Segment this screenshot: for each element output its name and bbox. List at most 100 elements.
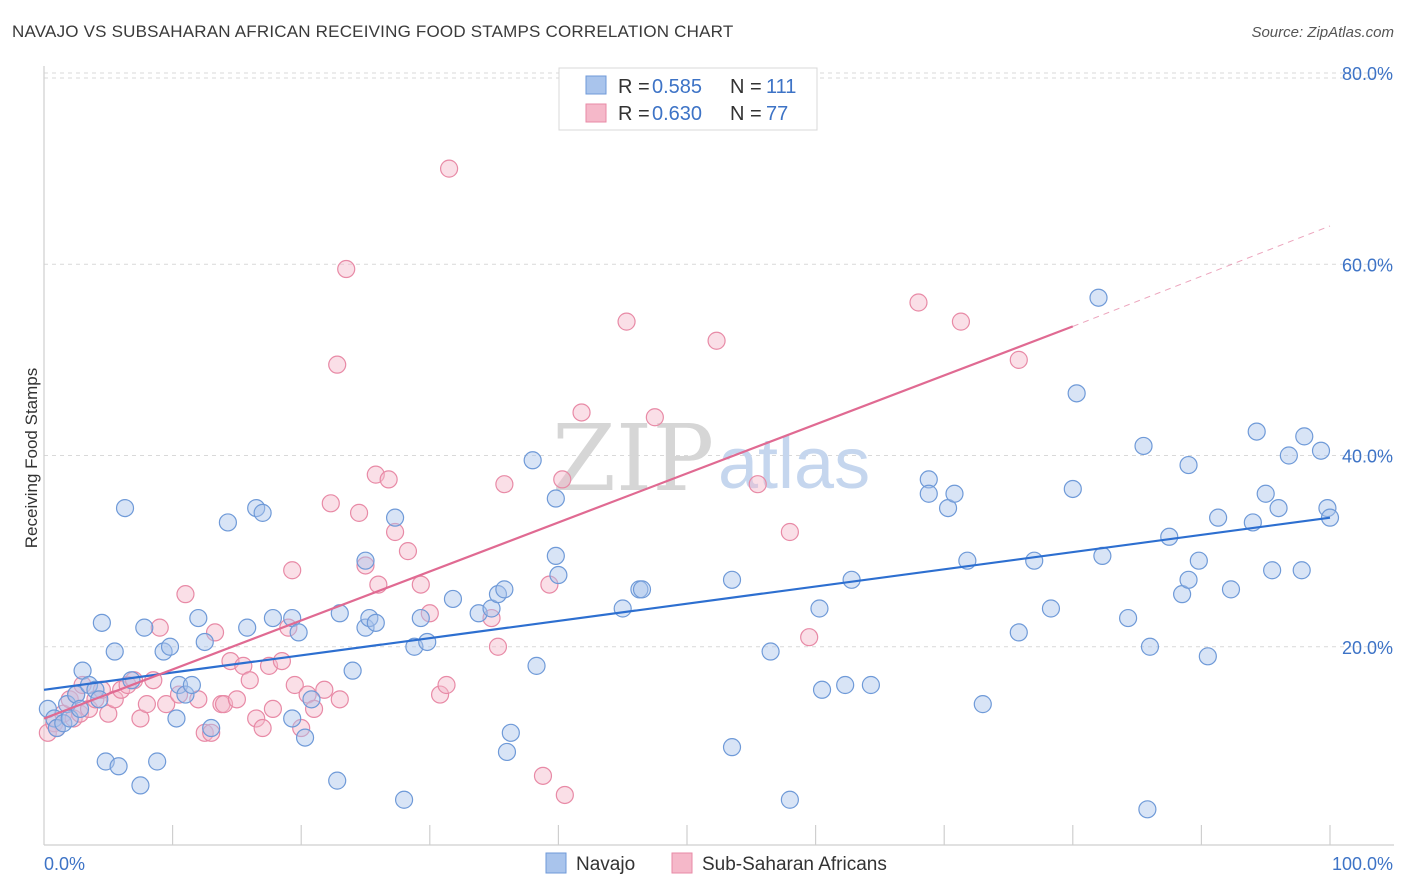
navajo-point (115, 498, 135, 518)
navajo-point (632, 580, 652, 599)
ssa-point (495, 475, 514, 494)
x-axis-ticks (172, 825, 1331, 845)
correlation-legend: R = 0.585 N = 111 R = 0.630 N = 77 (558, 67, 818, 131)
ssa-trend-line (43, 325, 1074, 720)
watermark-atlas: atlas (718, 424, 870, 504)
ssa-point (800, 628, 819, 647)
navajo-point (176, 685, 195, 704)
bottom-legend-navajo-swatch (545, 852, 567, 874)
ssa-point (430, 685, 450, 704)
ssa-point (157, 695, 176, 714)
ssa-point (748, 475, 767, 494)
navajo-point (356, 551, 375, 570)
ssa-point (337, 259, 356, 279)
navajo-point (1279, 446, 1298, 465)
navajo-point (343, 661, 362, 680)
navajo-point (497, 742, 517, 762)
navajo-point (836, 675, 855, 695)
legend-navajo-swatch (585, 75, 607, 95)
ssa-points (38, 159, 1028, 805)
navajo-point (202, 718, 221, 738)
navajo-point (385, 508, 405, 527)
ssa-point (411, 575, 430, 594)
navajo-point (919, 484, 938, 503)
ssa-point (385, 522, 405, 542)
navajo-point (1311, 441, 1331, 460)
navajo-point (861, 675, 880, 695)
legend-navajo-r-label: R = (618, 76, 650, 98)
navajo-point (1189, 551, 1208, 570)
ssa-point (176, 585, 195, 604)
ssa-point (253, 718, 272, 738)
navajo-point (761, 642, 780, 661)
navajo-point (1025, 551, 1044, 570)
navajo-point (1160, 527, 1179, 546)
navajo-point (92, 613, 111, 632)
navajo-point (411, 608, 430, 628)
y-tick-label: 60.0% (1342, 255, 1393, 275)
legend-ssa-r-label: R = (618, 103, 650, 125)
ssa-point (137, 695, 156, 714)
navajo-points (38, 288, 1340, 819)
navajo-point (263, 608, 283, 628)
navajo-point (366, 613, 385, 632)
bottom-legend-ssa: Sub-Saharan Africans (702, 854, 887, 875)
ssa-point (909, 293, 928, 312)
navajo-point (1263, 561, 1282, 580)
ssa-point (555, 785, 574, 805)
navajo-point (295, 728, 315, 747)
ssa-point (169, 685, 189, 704)
ssa-point (247, 709, 266, 728)
navajo-point (195, 632, 214, 652)
navajo-point (394, 790, 414, 809)
navajo-trend-line (43, 516, 1331, 691)
navajo-point (169, 675, 189, 695)
navajo-point (1138, 800, 1157, 819)
ssa-point (437, 675, 456, 695)
navajo-point (167, 709, 186, 728)
navajo-point (546, 489, 565, 508)
navajo-point (1009, 623, 1028, 642)
navajo-point (1256, 484, 1275, 503)
ssa-point (240, 671, 259, 690)
legend-ssa-r-value: 0.630 (652, 103, 702, 125)
axes (43, 66, 1394, 846)
legend-navajo-n-label: N = (730, 76, 762, 98)
navajo-point (1295, 427, 1314, 446)
navajo-point (1209, 508, 1228, 527)
ssa-point (420, 604, 439, 623)
ssa-point (553, 470, 572, 489)
y-axis-tick-labels: 20.0% 40.0% 60.0% 80.0% (1342, 64, 1393, 658)
legend-navajo-n-value: 111 (766, 76, 796, 98)
ssa-point (349, 503, 369, 522)
ssa-point (951, 312, 971, 331)
navajo-point (945, 484, 964, 503)
legend-ssa-swatch (585, 103, 607, 123)
ssa-point (227, 690, 246, 709)
y-axis-label: Receiving Food Stamps (22, 368, 41, 548)
navajo-point (105, 642, 124, 661)
navajo-point (1198, 647, 1217, 666)
navajo-point (495, 580, 514, 599)
ssa-point (328, 355, 347, 374)
navajo-point (1063, 479, 1082, 499)
navajo-point (218, 513, 237, 532)
legend-ssa-n-value: 77 (766, 103, 788, 125)
series-legend: Navajo Sub-Saharan Africans (545, 852, 887, 875)
legend-ssa-n-label: N = (730, 103, 762, 125)
ssa-point (439, 159, 459, 178)
legend-navajo-r-value: 0.585 (652, 76, 702, 98)
ssa-point (707, 331, 726, 350)
navajo-point (1041, 599, 1061, 618)
navajo-point (1247, 422, 1266, 441)
navajo-point (189, 608, 208, 628)
x-tick-label-min: 0.0% (44, 854, 85, 874)
navajo-point (1221, 580, 1241, 599)
navajo-point (812, 680, 832, 699)
navajo-point (973, 695, 992, 714)
navajo-point (523, 451, 542, 470)
navajo-point (780, 790, 799, 809)
navajo-point (182, 675, 201, 695)
navajo-point (356, 618, 375, 637)
bottom-legend-navajo: Navajo (576, 854, 635, 875)
